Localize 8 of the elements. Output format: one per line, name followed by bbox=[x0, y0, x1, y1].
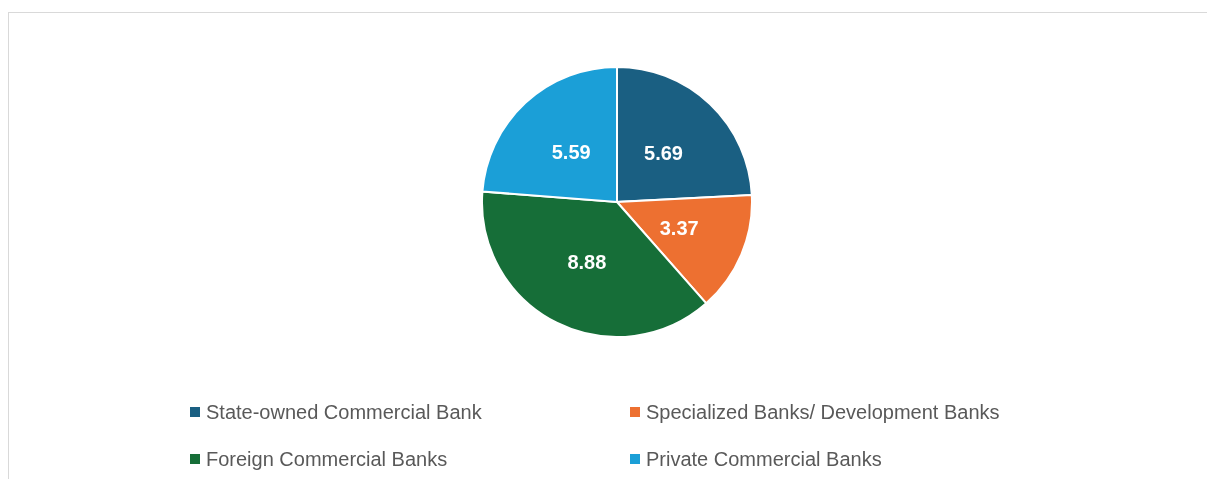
legend-label: Specialized Banks/ Development Banks bbox=[646, 401, 1000, 423]
legend-label: State-owned Commercial Bank bbox=[206, 401, 483, 423]
data-label: 3.37 bbox=[659, 217, 699, 240]
legend-label: Private Commercial Banks bbox=[646, 448, 882, 470]
data-label: 5.69 bbox=[644, 142, 683, 165]
legend-label: Foreign Commercial Banks bbox=[206, 448, 448, 470]
data-label: 5.59 bbox=[551, 141, 591, 164]
data-label: 8.88 bbox=[567, 251, 607, 274]
